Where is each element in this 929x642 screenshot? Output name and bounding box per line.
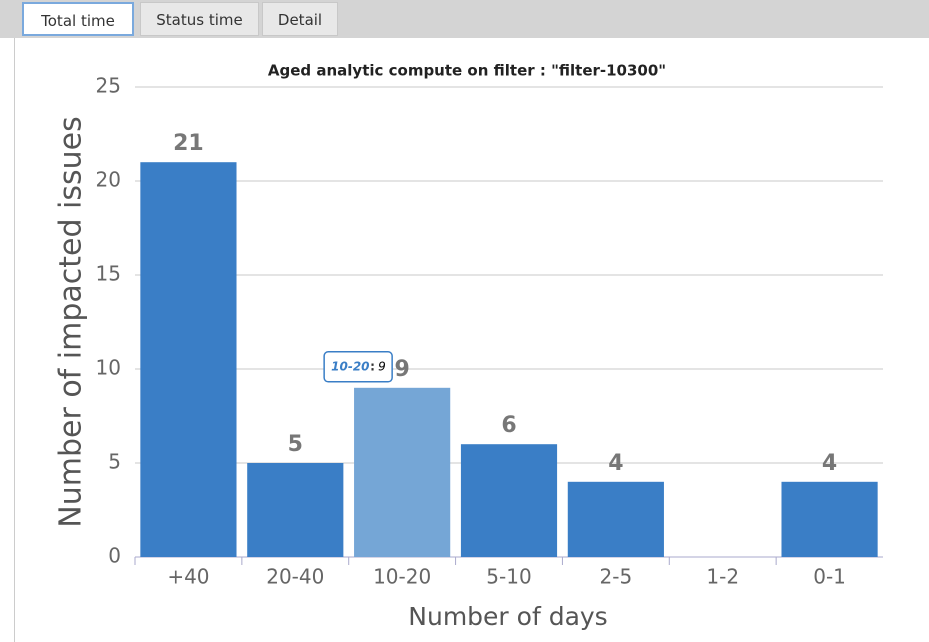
chart-title: Aged analytic compute on filter : "filte… xyxy=(268,62,666,80)
y-tick-label: 20 xyxy=(96,168,121,192)
tab[interactable]: Status time xyxy=(140,2,259,36)
tooltip-box xyxy=(323,351,393,383)
y-tick-label: 5 xyxy=(108,450,121,474)
tab[interactable]: Total time xyxy=(22,2,134,36)
tab[interactable]: Detail xyxy=(262,2,338,36)
data-label: 21 xyxy=(173,131,204,156)
tooltip-separator: : xyxy=(370,359,375,373)
bar xyxy=(460,444,558,557)
tooltip: 10-20:9 xyxy=(323,351,393,383)
x-tick-label: 10-20 xyxy=(373,565,431,589)
bar xyxy=(140,162,237,557)
bar xyxy=(781,481,878,557)
x-tick-label: 0-1 xyxy=(813,565,846,589)
tab-bar: Total time Status time Detail xyxy=(0,0,929,38)
x-axis-title: Number of days xyxy=(408,602,607,631)
bar xyxy=(354,387,451,557)
data-label: 9 xyxy=(394,357,409,382)
bar xyxy=(567,481,664,557)
y-tick-label: 0 xyxy=(108,544,121,568)
x-tick-label: 20-40 xyxy=(266,565,324,589)
x-tick-label: 2-5 xyxy=(600,565,633,589)
bar xyxy=(247,463,344,557)
data-label: 6 xyxy=(501,413,516,438)
data-label: 4 xyxy=(608,451,623,476)
data-label: 5 xyxy=(288,432,303,457)
tooltip-value: 9 xyxy=(378,359,386,373)
data-label: 4 xyxy=(822,451,837,476)
content-panel xyxy=(14,38,929,642)
x-tick-label: 1-2 xyxy=(706,565,739,589)
y-tick-label: 25 xyxy=(96,74,121,98)
y-axis-title: Number of impacted issues xyxy=(54,116,89,527)
y-tick-label: 15 xyxy=(96,262,121,286)
x-tick-label: 5-10 xyxy=(486,565,531,589)
tooltip-label: 10-20 xyxy=(331,359,369,373)
x-tick-label: +40 xyxy=(167,565,209,589)
y-tick-label: 10 xyxy=(96,356,121,380)
